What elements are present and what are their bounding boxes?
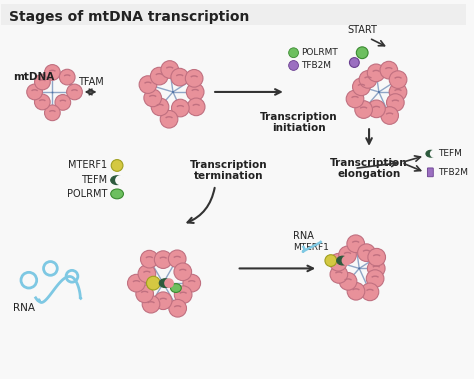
Circle shape	[67, 84, 82, 100]
Circle shape	[186, 83, 204, 101]
Circle shape	[339, 273, 357, 290]
Text: TEFM: TEFM	[81, 175, 107, 185]
Ellipse shape	[111, 189, 123, 199]
Ellipse shape	[337, 256, 348, 265]
Circle shape	[361, 283, 379, 301]
Circle shape	[35, 74, 50, 90]
Text: RNA: RNA	[13, 303, 35, 313]
Circle shape	[45, 105, 60, 121]
Circle shape	[183, 274, 201, 292]
Circle shape	[367, 260, 385, 277]
Circle shape	[142, 295, 160, 313]
Bar	[1, 4, 466, 25]
Circle shape	[150, 67, 168, 85]
Circle shape	[169, 299, 186, 317]
Text: Transcription
elongation: Transcription elongation	[330, 158, 408, 179]
Text: MTERF1: MTERF1	[68, 160, 107, 171]
Circle shape	[329, 254, 347, 271]
Circle shape	[155, 251, 172, 268]
Circle shape	[368, 100, 385, 117]
Circle shape	[155, 292, 172, 310]
Ellipse shape	[171, 283, 181, 293]
Ellipse shape	[426, 150, 436, 157]
Circle shape	[353, 78, 370, 96]
Circle shape	[144, 89, 162, 107]
Circle shape	[342, 256, 351, 265]
Circle shape	[347, 282, 365, 300]
Circle shape	[339, 246, 356, 264]
Circle shape	[160, 110, 178, 128]
Circle shape	[172, 99, 189, 117]
Text: TFB2M: TFB2M	[301, 61, 331, 70]
Circle shape	[359, 70, 377, 88]
Circle shape	[168, 250, 186, 268]
Circle shape	[381, 107, 399, 124]
Circle shape	[368, 248, 385, 266]
Circle shape	[140, 251, 158, 268]
Text: Transcription
initiation: Transcription initiation	[260, 111, 337, 133]
Circle shape	[325, 255, 337, 266]
Circle shape	[289, 61, 299, 70]
Text: TFAM: TFAM	[78, 77, 103, 87]
FancyBboxPatch shape	[428, 168, 433, 177]
Circle shape	[174, 263, 191, 280]
Text: RNA: RNA	[293, 231, 314, 241]
Ellipse shape	[111, 176, 123, 185]
Circle shape	[55, 94, 71, 110]
Circle shape	[59, 69, 75, 85]
Text: TEFM: TEFM	[438, 149, 462, 158]
Circle shape	[45, 64, 60, 80]
Circle shape	[171, 68, 189, 86]
Text: Stages of mtDNA transcription: Stages of mtDNA transcription	[9, 11, 250, 24]
Text: POLRMT: POLRMT	[301, 48, 338, 57]
Circle shape	[380, 61, 398, 79]
Circle shape	[111, 160, 123, 171]
Ellipse shape	[159, 279, 171, 288]
Circle shape	[128, 274, 145, 292]
Circle shape	[174, 286, 192, 304]
Text: TFB2M: TFB2M	[438, 168, 468, 177]
Circle shape	[430, 150, 438, 158]
Circle shape	[349, 58, 359, 67]
Text: START: START	[347, 25, 377, 35]
Circle shape	[161, 61, 179, 78]
Circle shape	[346, 90, 364, 108]
Text: mtDNA: mtDNA	[13, 72, 55, 82]
Text: Transcription
termination: Transcription termination	[190, 160, 268, 181]
Circle shape	[355, 101, 373, 118]
Circle shape	[35, 94, 50, 110]
Circle shape	[356, 47, 368, 59]
Circle shape	[139, 76, 157, 93]
Circle shape	[386, 94, 404, 111]
Circle shape	[151, 98, 169, 116]
Circle shape	[115, 175, 125, 185]
Circle shape	[330, 266, 348, 283]
Circle shape	[367, 64, 385, 81]
Circle shape	[357, 244, 375, 262]
Circle shape	[389, 71, 407, 88]
Circle shape	[389, 83, 407, 101]
Circle shape	[187, 98, 205, 116]
Circle shape	[347, 235, 365, 252]
Circle shape	[27, 84, 43, 100]
Text: POLRMT: POLRMT	[67, 189, 107, 199]
Text: MTERF1: MTERF1	[293, 243, 329, 252]
Circle shape	[164, 278, 174, 288]
Circle shape	[366, 270, 384, 287]
Circle shape	[136, 285, 154, 303]
Circle shape	[138, 265, 156, 283]
Circle shape	[146, 276, 160, 290]
Circle shape	[185, 69, 203, 87]
Circle shape	[289, 48, 299, 58]
